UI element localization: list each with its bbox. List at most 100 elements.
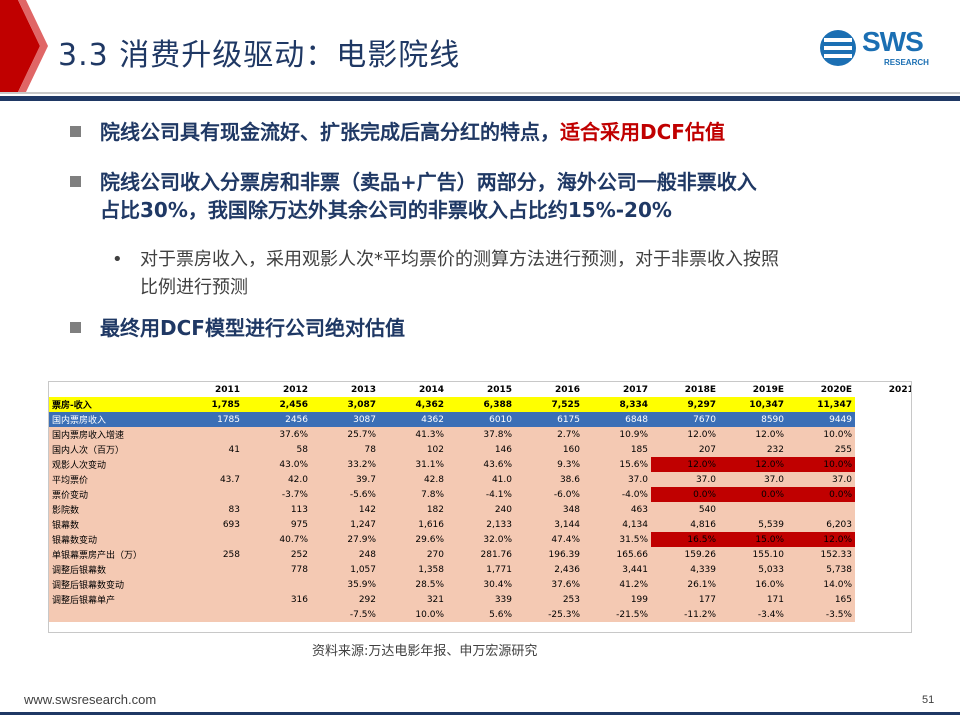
column-header: 2017: [583, 382, 651, 397]
table-cell: 41.0: [447, 472, 515, 487]
table-cell: [855, 457, 911, 472]
row-label: 票房-收入: [49, 397, 175, 412]
table-cell: 199: [583, 592, 651, 607]
table-cell: 248: [311, 547, 379, 562]
table-cell: 12.0%: [651, 457, 719, 472]
table-cell: 232: [719, 442, 787, 457]
table-cell: 3087: [311, 412, 379, 427]
table-cell: 16.0%: [719, 577, 787, 592]
table-cell: 1785: [175, 412, 243, 427]
table-cell: 142: [311, 502, 379, 517]
table-cell: -6.0%: [515, 487, 583, 502]
table-cell: 11,347: [787, 397, 855, 412]
table-cell: 4,339: [651, 562, 719, 577]
table-cell: [855, 547, 911, 562]
table-cell: 0.0%: [651, 487, 719, 502]
row-label: 国内人次（百万）: [49, 442, 175, 457]
table-cell: 26.1%: [651, 577, 719, 592]
table-cell: [243, 607, 311, 622]
table-cell: 28.5%: [379, 577, 447, 592]
table-cell: 3,087: [311, 397, 379, 412]
table-cell: 177: [651, 592, 719, 607]
table-row: 票房-收入 1,785 2,456 3,087 4,362 6,388 7,525 8,334…: [49, 397, 911, 412]
table-row: 国内票房收入增速 37.6% 25.7% 41.3% 37.8% 2.7% 10.9% 12.…: [49, 427, 911, 442]
table-cell: [855, 532, 911, 547]
header-corner: [49, 382, 175, 397]
page-title: 3.3 消费升级驱动：电影院线: [58, 38, 461, 73]
table-cell: 9449: [787, 412, 855, 427]
table-cell: [855, 562, 911, 577]
table-cell: 252: [243, 547, 311, 562]
table-cell: 171: [719, 592, 787, 607]
table-cell: 113: [243, 502, 311, 517]
table-cell: 6,203: [787, 517, 855, 532]
header-decoration: [0, 0, 960, 101]
row-label: 调整后银幕单产: [49, 592, 175, 607]
table-cell: 32.0%: [447, 532, 515, 547]
table-cell: 29.6%: [379, 532, 447, 547]
forecast-table: 2011 2012 2013 2014 2015 2016 2017 2018E 2019E 20…: [48, 381, 912, 633]
table-cell: 185: [583, 442, 651, 457]
table-cell: 339: [447, 592, 515, 607]
table-cell: 43.7: [175, 472, 243, 487]
page-number: 51: [922, 694, 935, 706]
table-cell: [855, 487, 911, 502]
logo-subtext: RESEARCH: [884, 58, 929, 67]
table-cell: 7670: [651, 412, 719, 427]
table-cell: 0.0%: [719, 487, 787, 502]
table-row: 调整后银幕单产 316 292 321 339 253 199 177 171 165: [49, 592, 911, 607]
table-cell: [719, 502, 787, 517]
table-cell: 12.0%: [651, 427, 719, 442]
table-cell: -11.2%: [651, 607, 719, 622]
bullet-2-line-2: 占比30%，我国除万达外其余公司的非票收入占比约15%-20%: [100, 198, 672, 222]
table-row: 调整后银幕数 778 1,057 1,358 1,771 2,436 3,441 4,339 5…: [49, 562, 911, 577]
table-cell: 165: [787, 592, 855, 607]
table-cell: 43.6%: [447, 457, 515, 472]
table-cell: 292: [311, 592, 379, 607]
footer-url[interactable]: www.swsresearch.com: [24, 692, 157, 707]
forecast-table-grid: 2011 2012 2013 2014 2015 2016 2017 2018E 2019E 20…: [49, 382, 911, 622]
table-cell: 7.8%: [379, 487, 447, 502]
table-cell: 43.0%: [243, 457, 311, 472]
column-header: 2015: [447, 382, 515, 397]
row-label: 国内票房收入增速: [49, 427, 175, 442]
row-label: 影院数: [49, 502, 175, 517]
table-cell: 693: [175, 517, 243, 532]
bullet-2: 院线公司收入分票房和非票（卖品+广告）两部分，海外公司一般非票收入 占比30%，…: [100, 168, 757, 224]
table-cell: -4.0%: [583, 487, 651, 502]
table-cell: 1,616: [379, 517, 447, 532]
row-label: 银幕数: [49, 517, 175, 532]
column-header: 2020E: [787, 382, 855, 397]
table-cell: 160: [515, 442, 583, 457]
table-cell: 348: [515, 502, 583, 517]
table-cell: 83: [175, 502, 243, 517]
bullet-1-highlight: 适合采用DCF估值: [560, 120, 725, 144]
table-cell: 33.2%: [311, 457, 379, 472]
table-cell: 182: [379, 502, 447, 517]
table-cell: 778: [243, 562, 311, 577]
bullet-3: 最终用DCF模型进行公司绝对估值: [100, 316, 405, 340]
table-cell: [243, 577, 311, 592]
table-cell: [855, 412, 911, 427]
table-cell: [855, 442, 911, 457]
table-cell: 1,771: [447, 562, 515, 577]
table-cell: 30.4%: [447, 577, 515, 592]
table-cell: 37.6%: [243, 427, 311, 442]
row-label: 调整后银幕数变动: [49, 577, 175, 592]
sub-bullet-dot-icon: •: [112, 249, 123, 270]
table-cell: [855, 472, 911, 487]
table-cell: 975: [243, 517, 311, 532]
table-cell: 39.7: [311, 472, 379, 487]
table-cell: 37.0: [719, 472, 787, 487]
table-cell: 1,785: [175, 397, 243, 412]
table-cell: -3.4%: [719, 607, 787, 622]
table-cell: 258: [175, 547, 243, 562]
table-cell: [175, 607, 243, 622]
table-cell: 37.0: [651, 472, 719, 487]
table-cell: 27.9%: [311, 532, 379, 547]
row-label: 票价变动: [49, 487, 175, 502]
row-label: [49, 607, 175, 622]
table-cell: 281.76: [447, 547, 515, 562]
table-cell: 4,362: [379, 397, 447, 412]
table-cell: 1,057: [311, 562, 379, 577]
